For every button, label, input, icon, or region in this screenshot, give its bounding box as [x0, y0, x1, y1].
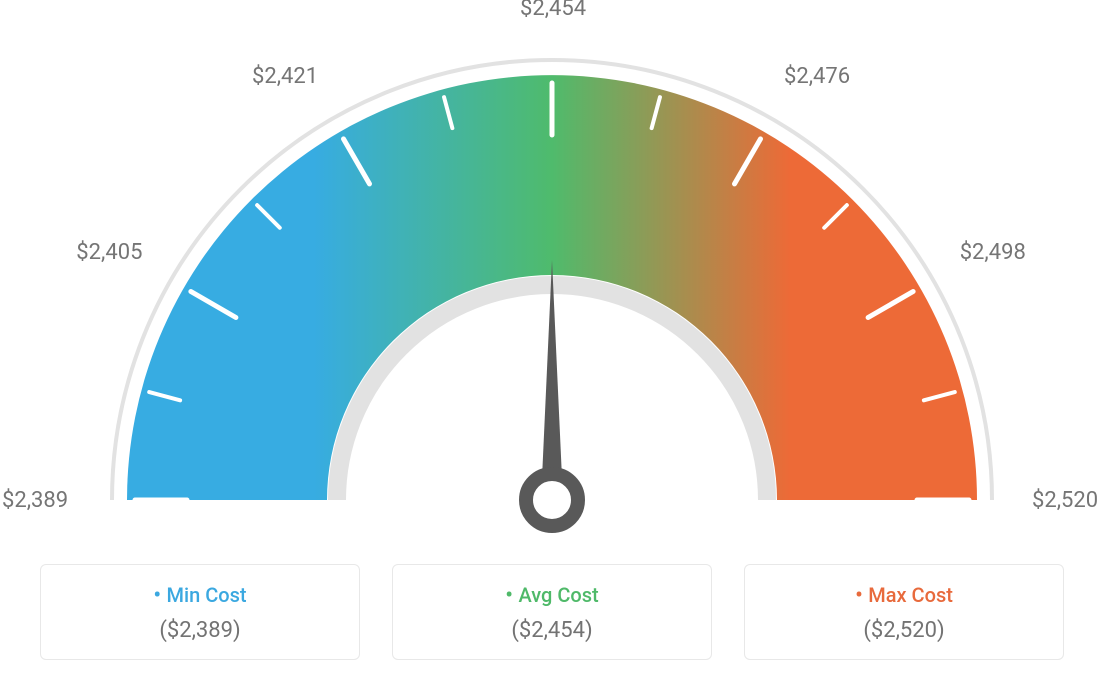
avg-cost-label: Avg Cost [405, 583, 699, 608]
chart-container: $2,389 $2,405 $2,421 $2,454 $2,476 $2,498 $2,5… [0, 0, 1104, 690]
avg-cost-card: Avg Cost ($2,454) [392, 564, 712, 660]
gauge-svg [0, 0, 1104, 560]
gauge-tick-label: $2,520 [1032, 488, 1098, 513]
gauge-tick-label: $2,454 [520, 0, 586, 21]
gauge-tick-label: $2,421 [252, 64, 318, 89]
summary-cards: Min Cost ($2,389) Avg Cost ($2,454) Max … [0, 564, 1104, 660]
gauge-tick-label: $2,405 [76, 240, 142, 265]
gauge-tick-label: $2,476 [784, 64, 850, 89]
max-cost-label: Max Cost [757, 583, 1051, 608]
gauge-tick-label: $2,389 [2, 488, 68, 513]
min-cost-card: Min Cost ($2,389) [40, 564, 360, 660]
max-cost-card: Max Cost ($2,520) [744, 564, 1064, 660]
gauge-chart: $2,389 $2,405 $2,421 $2,454 $2,476 $2,498 $2,5… [0, 0, 1104, 560]
gauge-tick-label: $2,498 [960, 240, 1026, 265]
max-cost-value: ($2,520) [757, 618, 1051, 643]
min-cost-value: ($2,389) [53, 618, 347, 643]
avg-cost-value: ($2,454) [405, 618, 699, 643]
min-cost-label: Min Cost [53, 583, 347, 608]
